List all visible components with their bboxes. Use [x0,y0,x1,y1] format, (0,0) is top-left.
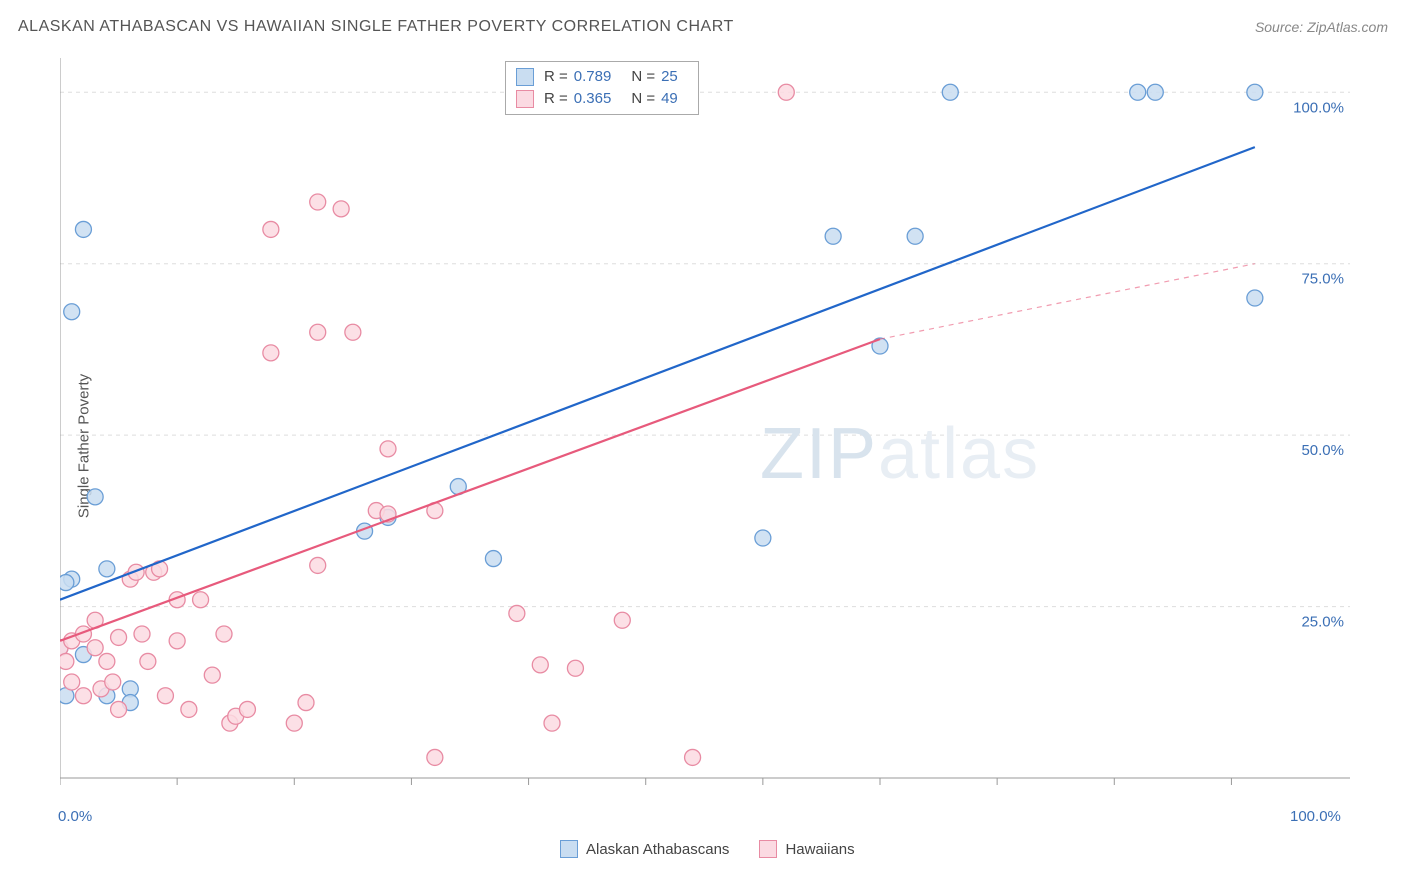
svg-text:100.0%: 100.0% [1293,99,1344,116]
r-value: 0.789 [574,66,612,88]
n-value: 49 [661,88,678,110]
x-axis-max-label: 100.0% [1290,808,1341,825]
legend-series-name: Alaskan Athabascans [586,841,729,858]
series-legend: Alaskan Athabascans Hawaiians [560,840,855,858]
legend-swatch-icon [516,68,534,86]
x-axis-min-label: 0.0% [58,808,92,825]
legend-stat-row: R = 0.789 N = 25 [516,66,688,88]
legend-stat-row: R = 0.365 N = 49 [516,88,688,110]
svg-text:25.0%: 25.0% [1301,614,1344,631]
correlation-legend: R = 0.789 N = 25 R = 0.365 N = 49 [505,61,699,115]
chart-svg: 25.0% 50.0% 75.0% 100.0% [60,58,1350,818]
chart-header: ALASKAN ATHABASCAN VS HAWAIIAN SINGLE FA… [18,18,1388,36]
r-label: R = [544,66,568,88]
r-label: R = [544,88,568,110]
legend-swatch-icon [560,840,578,858]
chart-plot-area: 25.0%50.0%75.0%100.0% ZIPatlas R = 0.789… [60,58,1350,818]
n-value: 25 [661,66,678,88]
svg-text:50.0%: 50.0% [1301,442,1344,459]
legend-series-name: Hawaiians [785,841,854,858]
legend-series-item: Hawaiians [759,840,854,858]
legend-swatch-icon [516,90,534,108]
svg-text:75.0%: 75.0% [1301,271,1344,288]
n-label: N = [631,66,655,88]
source-attribution: Source: ZipAtlas.com [1255,19,1388,35]
chart-title: ALASKAN ATHABASCAN VS HAWAIIAN SINGLE FA… [18,18,734,36]
n-label: N = [631,88,655,110]
legend-swatch-icon [759,840,777,858]
legend-series-item: Alaskan Athabascans [560,840,729,858]
r-value: 0.365 [574,88,612,110]
